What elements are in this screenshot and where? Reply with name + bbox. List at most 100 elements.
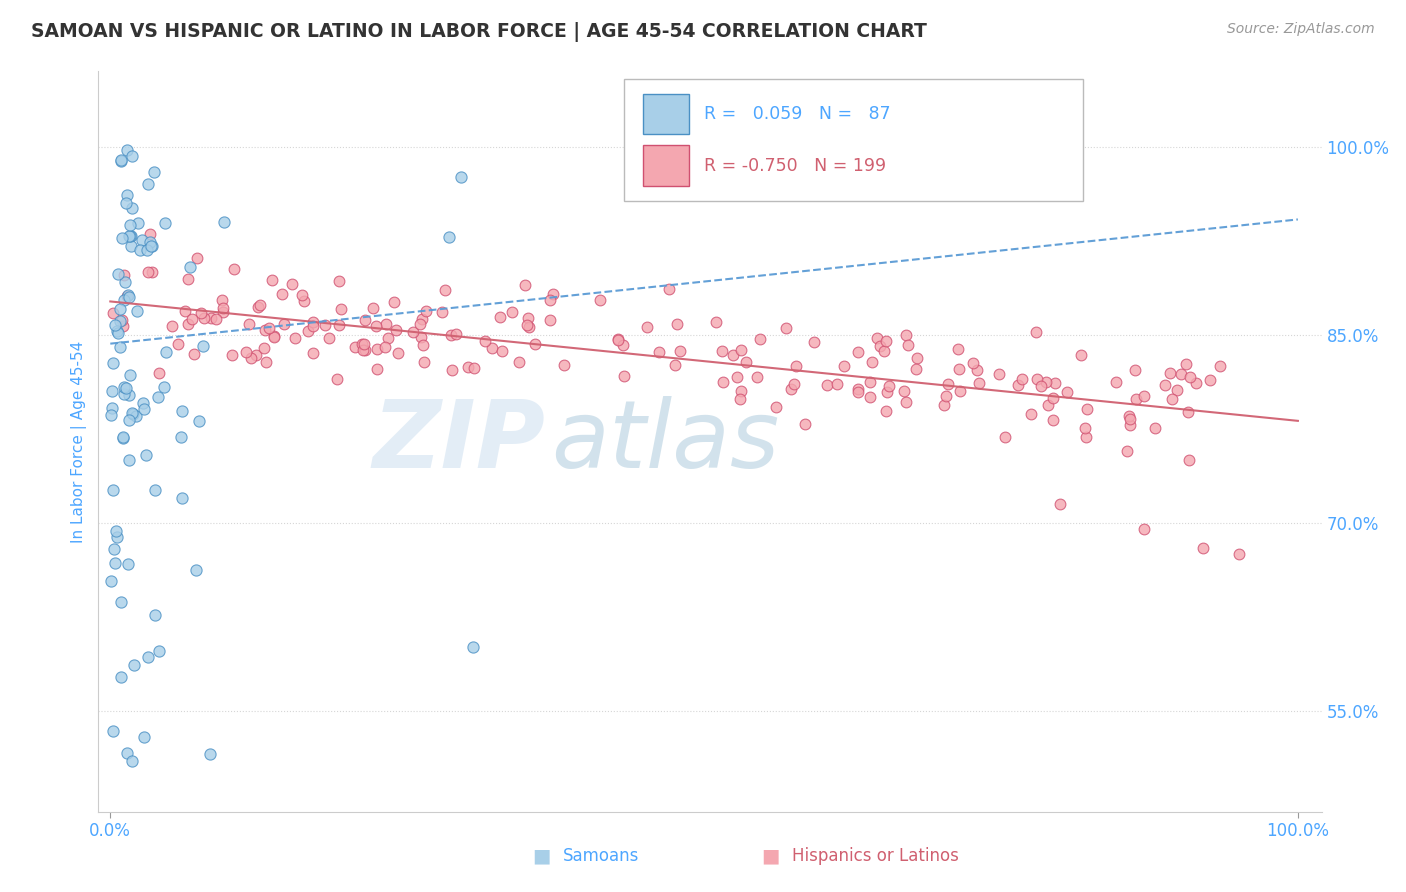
Point: [474, 334, 496, 348]
Point: [434, 283, 457, 297]
Point: [1025, 372, 1047, 386]
Point: [121, 149, 143, 163]
Point: [148, 366, 170, 380]
Point: [846, 384, 869, 399]
Point: [1031, 378, 1053, 392]
Point: [415, 304, 437, 318]
Point: [329, 302, 352, 317]
Point: [193, 311, 215, 326]
Point: [873, 344, 896, 359]
Point: [139, 235, 162, 250]
Point: [183, 347, 205, 361]
Point: [1104, 375, 1126, 389]
Text: Hispanics or Latinos: Hispanics or Latinos: [792, 847, 959, 865]
Point: [302, 315, 325, 329]
Point: [538, 312, 561, 326]
Point: [1007, 377, 1029, 392]
Point: [967, 376, 990, 390]
Point: [186, 251, 208, 265]
Point: [259, 320, 281, 334]
Point: [1161, 392, 1184, 407]
Point: [112, 387, 135, 401]
Point: [253, 323, 276, 337]
Point: [935, 389, 957, 403]
Point: [949, 384, 972, 398]
Point: [100, 574, 122, 588]
Point: [107, 267, 129, 281]
Point: [263, 330, 285, 344]
Point: [364, 318, 387, 333]
Point: [1019, 408, 1042, 422]
Point: [139, 238, 162, 252]
Point: [124, 409, 146, 423]
Point: [1143, 420, 1166, 434]
Point: [354, 343, 377, 357]
Point: [1118, 409, 1140, 423]
Point: [1074, 430, 1097, 444]
Point: [212, 215, 235, 229]
Point: [966, 363, 988, 377]
Point: [1170, 367, 1192, 381]
Point: [366, 342, 388, 356]
Point: [1177, 405, 1199, 419]
Point: [441, 363, 464, 377]
Point: [387, 346, 409, 360]
Point: [658, 282, 681, 296]
Point: [491, 344, 513, 359]
Point: [188, 414, 211, 428]
Point: [103, 556, 125, 570]
Point: [328, 318, 350, 333]
Point: [893, 384, 915, 398]
Point: [1132, 522, 1154, 536]
Point: [139, 227, 162, 242]
Point: [344, 340, 367, 354]
Point: [666, 317, 689, 331]
Point: [117, 288, 139, 302]
Point: [1056, 384, 1078, 399]
Point: [1125, 392, 1147, 406]
Point: [153, 216, 176, 230]
Point: [377, 331, 399, 345]
Point: [314, 318, 336, 333]
Point: [517, 320, 540, 334]
Point: [105, 530, 128, 544]
Point: [413, 355, 436, 369]
Point: [108, 314, 131, 328]
Point: [875, 403, 897, 417]
Bar: [643, 94, 689, 135]
Point: [114, 275, 136, 289]
Point: [205, 312, 228, 326]
Point: [936, 376, 959, 391]
Point: [101, 401, 124, 415]
Point: [101, 384, 124, 398]
Point: [136, 265, 159, 279]
Point: [125, 303, 148, 318]
Point: [794, 417, 817, 432]
Text: atlas: atlas: [551, 396, 779, 487]
Point: [846, 345, 869, 359]
Point: [186, 563, 208, 577]
Text: ■: ■: [531, 847, 551, 866]
Point: [121, 754, 143, 768]
Point: [508, 355, 530, 369]
Point: [153, 379, 176, 393]
Point: [612, 338, 634, 352]
Point: [1185, 376, 1208, 390]
Point: [136, 244, 159, 258]
Point: [110, 153, 132, 167]
Text: SAMOAN VS HISPANIC OR LATINO IN LABOR FORCE | AGE 45-54 CORRELATION CHART: SAMOAN VS HISPANIC OR LATINO IN LABOR FO…: [31, 22, 927, 42]
Point: [745, 370, 768, 384]
Point: [875, 334, 897, 349]
Point: [1119, 418, 1142, 433]
Point: [710, 343, 733, 358]
Point: [1227, 548, 1250, 562]
Point: [1192, 541, 1215, 556]
Point: [238, 317, 260, 331]
Point: [825, 377, 848, 392]
Point: [866, 331, 889, 345]
Point: [138, 177, 160, 191]
Point: [263, 329, 285, 343]
Point: [538, 293, 561, 308]
Point: [905, 351, 928, 365]
Point: [146, 390, 169, 404]
